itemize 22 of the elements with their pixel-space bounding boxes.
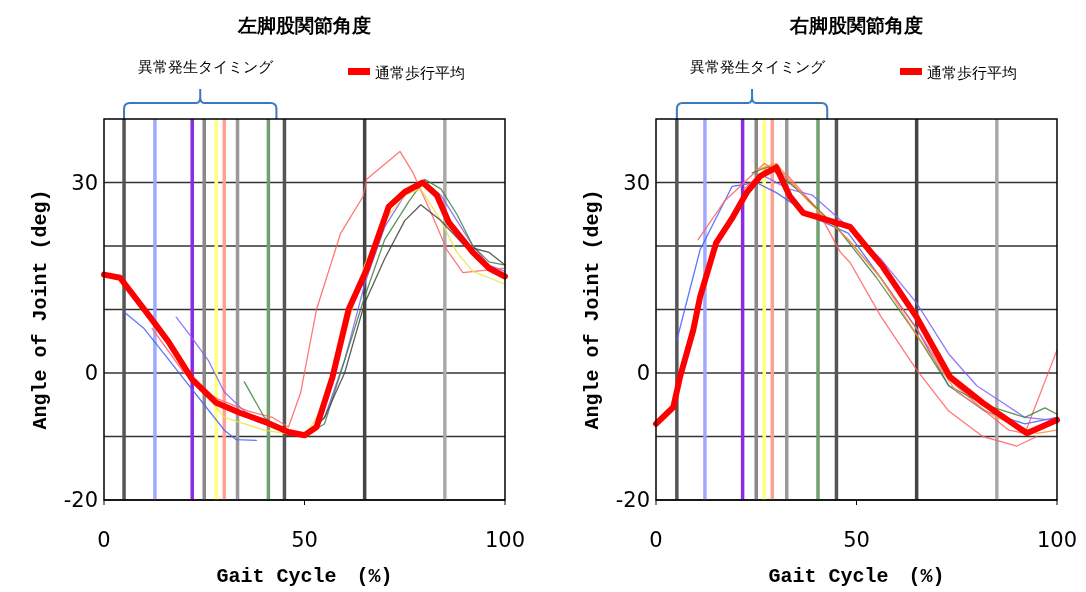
x-tick-label: 50 (843, 528, 870, 552)
y-tick-label: -20 (63, 488, 98, 512)
y-tick-label: 30 (71, 170, 98, 195)
chart-title: 右脚股関節角度 (789, 14, 923, 36)
x-tick-label: 100 (484, 528, 526, 552)
line-series (151, 150, 506, 428)
legend-label: 通常歩行平均 (375, 64, 465, 82)
x-axis-title: Gait Cycle (%) (216, 565, 393, 588)
chart-title: 左脚股関節角度 (237, 14, 371, 36)
y-tick-label: 0 (84, 361, 98, 385)
y-tick-label: 30 (623, 170, 650, 195)
text: 異常発生タイミング (689, 58, 826, 76)
x-axis-title: Gait Cycle (%) (768, 565, 945, 588)
text: 異常発生タイミング (137, 58, 274, 76)
y-axis-title: Angle of Joint (deg) (29, 189, 52, 430)
x-tick-label: 100 (1036, 528, 1078, 552)
y-tick-label: 0 (636, 361, 650, 385)
x-tick-label: 50 (291, 528, 318, 552)
y-tick-label: -20 (615, 488, 650, 512)
legend-label: 通常歩行平均 (927, 64, 1017, 82)
y-axis-title: Angle of Joint (deg) (581, 189, 604, 430)
line-series (123, 311, 258, 441)
